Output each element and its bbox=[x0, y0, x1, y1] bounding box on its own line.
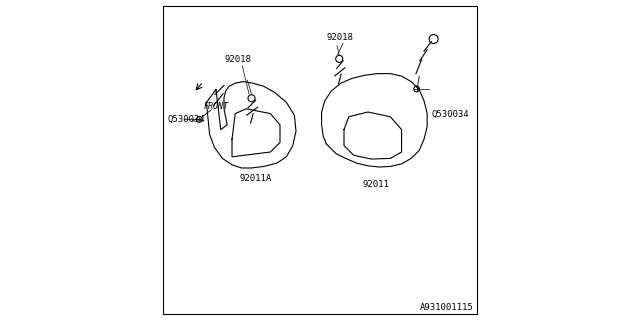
Text: Q530034: Q530034 bbox=[168, 115, 205, 124]
Text: A931001115: A931001115 bbox=[420, 303, 474, 312]
Text: 92018: 92018 bbox=[326, 33, 353, 42]
Text: FRONT: FRONT bbox=[204, 102, 228, 111]
Text: 92011: 92011 bbox=[363, 180, 389, 189]
Text: 92011A: 92011A bbox=[240, 174, 272, 183]
Text: 92018: 92018 bbox=[225, 55, 252, 64]
Text: Q530034: Q530034 bbox=[431, 110, 469, 119]
